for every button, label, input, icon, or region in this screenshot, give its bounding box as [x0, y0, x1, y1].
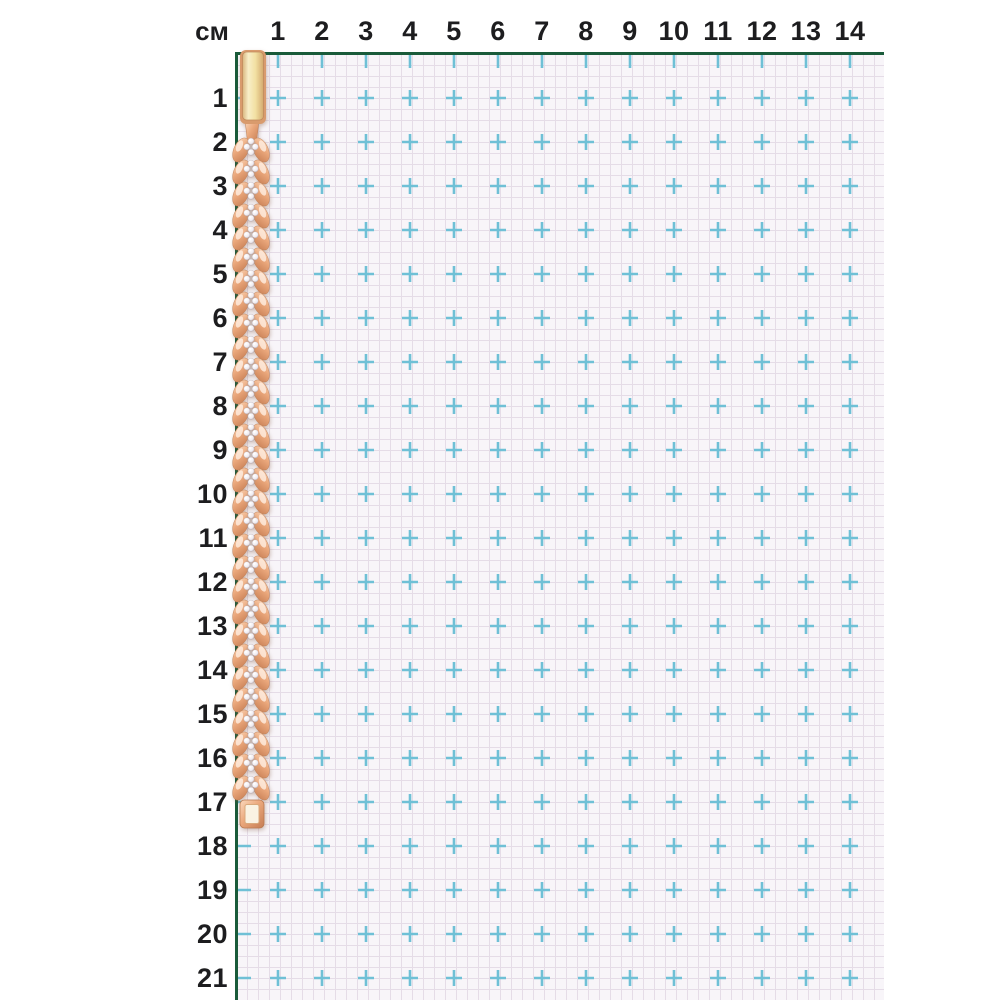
left-ruler-number-17: 17 [196, 787, 228, 817]
left-ruler-number-3: 3 [212, 171, 228, 201]
top-ruler-number-2: 2 [314, 16, 330, 46]
top-ruler-number-14: 14 [834, 16, 866, 46]
top-ruler-number-1: 1 [270, 16, 286, 46]
unit-label: см [195, 16, 229, 46]
top-ruler-number-5: 5 [446, 16, 462, 46]
left-ruler-number-10: 10 [196, 479, 228, 509]
left-ruler-number-5: 5 [212, 259, 228, 289]
left-ruler-number-4: 4 [212, 215, 228, 245]
top-ruler-number-8: 8 [578, 16, 594, 46]
left-ruler-number-2: 2 [212, 127, 228, 157]
graph-paper [236, 54, 884, 1000]
left-ruler-number-18: 18 [196, 831, 228, 861]
ruler-line-vertical [235, 51, 239, 1000]
left-ruler-number-15: 15 [196, 699, 228, 729]
left-ruler-number-20: 20 [196, 919, 228, 949]
top-ruler-number-7: 7 [534, 16, 550, 46]
left-ruler-number-11: 11 [198, 523, 228, 553]
left-ruler-number-6: 6 [212, 303, 228, 333]
top-ruler-number-3: 3 [358, 16, 374, 46]
left-ruler-number-12: 12 [196, 567, 228, 597]
left-ruler-number-9: 9 [212, 435, 228, 465]
left-ruler-number-13: 13 [196, 611, 228, 641]
top-ruler-number-9: 9 [622, 16, 638, 46]
left-ruler-number-19: 19 [196, 875, 228, 905]
ruler-line-horizontal [236, 51, 884, 55]
top-ruler-number-11: 11 [703, 16, 733, 46]
left-ruler-number-16: 16 [196, 743, 228, 773]
top-ruler-number-12: 12 [746, 16, 778, 46]
left-ruler-number-21: 21 [196, 963, 228, 993]
left-ruler-number-7: 7 [212, 347, 228, 377]
top-ruler-number-10: 10 [658, 16, 690, 46]
left-ruler-number-14: 14 [196, 655, 228, 685]
top-ruler-number-4: 4 [402, 16, 418, 46]
top-ruler-number-13: 13 [790, 16, 822, 46]
left-ruler-number-8: 8 [212, 391, 228, 421]
left-ruler-number-1: 1 [212, 83, 228, 113]
top-ruler-number-6: 6 [490, 16, 506, 46]
